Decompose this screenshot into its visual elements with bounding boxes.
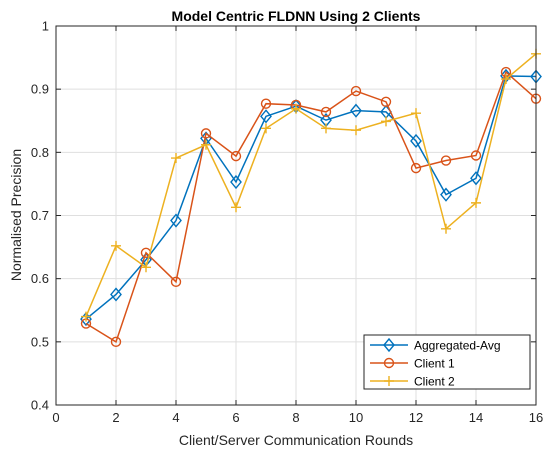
ticks: 0 2 4 6 8 10 12 14 16 0.4 0.5 0.6 0.7 0.8 0.9 1 (31, 19, 543, 426)
data-point (81, 311, 91, 322)
x-tick-label: 2 (112, 410, 119, 425)
x-tick-label: 14 (469, 410, 483, 425)
x-tick-label: 4 (172, 410, 179, 425)
data-point (230, 150, 242, 162)
data-point (170, 276, 182, 288)
data-point (171, 153, 181, 164)
data-point (291, 103, 301, 114)
data-point (260, 98, 272, 109)
series-line (85, 53, 537, 317)
data-point (380, 96, 392, 108)
x-tick-label: 12 (409, 410, 423, 425)
chart-title: Model Centric FLDNN Using 2 Clients (172, 8, 421, 24)
x-tick-label: 6 (232, 410, 239, 425)
data-point (471, 197, 481, 208)
y-tick-label: 0.9 (31, 82, 49, 97)
data-point (410, 133, 422, 149)
data-point (381, 116, 391, 127)
legend-box (363, 334, 531, 390)
data-point (141, 262, 151, 273)
data-point (441, 223, 451, 234)
y-tick-label: 0.6 (31, 271, 49, 286)
x-tick-label: 8 (292, 410, 299, 425)
series-line (85, 75, 537, 320)
x-axis-title: Client/Server Communication Rounds (179, 432, 413, 448)
y-tick-label: 0.7 (31, 208, 49, 223)
data-point (501, 74, 511, 85)
data-point (320, 106, 332, 118)
legend-marker (383, 337, 395, 353)
data-point (170, 213, 182, 228)
y-tick-label: 0.8 (31, 145, 49, 160)
data-point (231, 202, 241, 213)
data-point (110, 287, 122, 302)
data-point (110, 336, 122, 348)
legend: Aggregated-Avg Client 1 Client 2 (363, 334, 531, 390)
series-layer (80, 48, 542, 348)
data-point (321, 123, 331, 134)
legend-label: Client 1 (414, 357, 455, 371)
data-point (411, 108, 421, 119)
x-tick-label: 10 (349, 410, 363, 425)
y-tick-label: 0.4 (31, 398, 49, 413)
series-client-2 (81, 48, 541, 322)
data-point (470, 171, 482, 186)
x-tick-label: 16 (529, 410, 543, 425)
data-point (351, 125, 361, 136)
data-point (470, 150, 482, 161)
data-point (260, 109, 272, 124)
legend-entry: Client 2 (370, 375, 455, 389)
data-point (261, 123, 271, 134)
legend-entry: Aggregated-Avg (370, 337, 501, 353)
legend-label: Client 2 (414, 375, 455, 389)
data-point (111, 240, 121, 251)
x-tick-label: 0 (52, 410, 59, 425)
legend-entry: Client 1 (370, 357, 455, 371)
data-point (440, 187, 452, 202)
data-point (350, 85, 362, 97)
legend-marker (383, 357, 395, 369)
data-point (350, 103, 362, 118)
y-axis-title: Normalised Precision (8, 149, 24, 281)
data-point (201, 139, 211, 150)
data-point (200, 128, 212, 139)
legend-label: Aggregated-Avg (414, 339, 501, 353)
y-tick-label: 0.5 (31, 334, 49, 349)
series-line (85, 70, 537, 343)
data-point (440, 155, 452, 166)
data-point (230, 174, 242, 190)
data-point (410, 162, 422, 174)
y-tick-label: 1 (42, 19, 49, 34)
legend-marker (384, 376, 394, 386)
